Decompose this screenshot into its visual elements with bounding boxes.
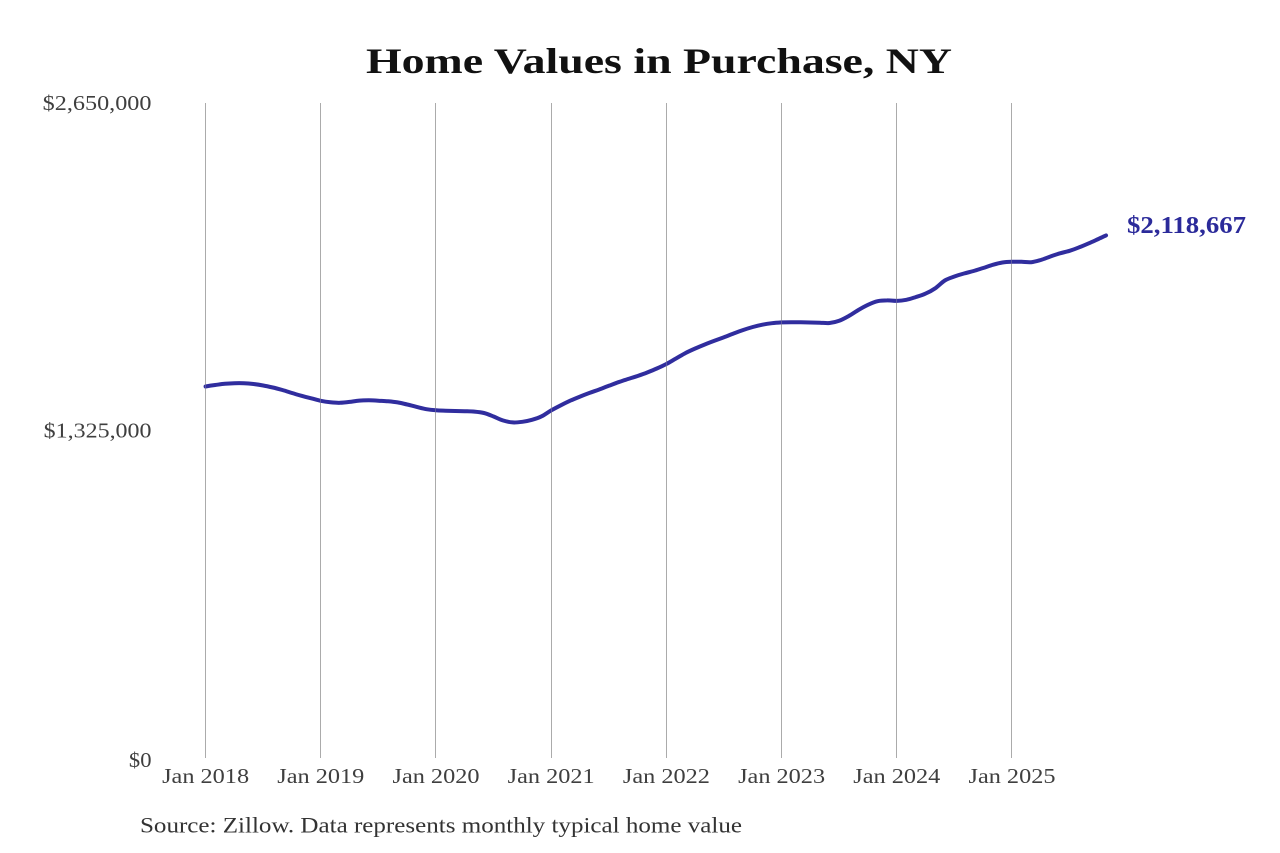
svg-text:Home Values in Purchase, NY: Home Values in Purchase, NY bbox=[366, 41, 952, 81]
svg-text:Jan 2022: Jan 2022 bbox=[623, 764, 710, 788]
svg-text:Jan 2024: Jan 2024 bbox=[853, 764, 941, 788]
svg-text:Jan 2023: Jan 2023 bbox=[738, 764, 825, 788]
svg-text:Jan 2021: Jan 2021 bbox=[508, 764, 595, 788]
svg-text:Source: Zillow. Data represent: Source: Zillow. Data represents monthly … bbox=[140, 813, 742, 838]
svg-text:Jan 2018: Jan 2018 bbox=[162, 764, 249, 788]
svg-text:Jan 2020: Jan 2020 bbox=[393, 764, 480, 788]
svg-text:Jan 2025: Jan 2025 bbox=[969, 764, 1056, 788]
svg-text:$2,118,667: $2,118,667 bbox=[1127, 213, 1246, 239]
svg-text:$1,325,000: $1,325,000 bbox=[44, 419, 152, 443]
svg-text:$2,650,000: $2,650,000 bbox=[43, 91, 152, 115]
svg-text:$0: $0 bbox=[129, 748, 152, 772]
svg-text:Jan 2019: Jan 2019 bbox=[277, 764, 364, 788]
